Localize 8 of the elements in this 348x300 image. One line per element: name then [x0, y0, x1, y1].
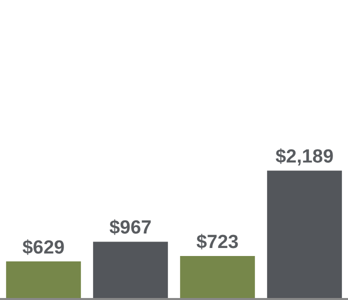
- bar: [6, 261, 81, 298]
- data-label: $2,189: [275, 146, 334, 168]
- bar: [267, 170, 342, 298]
- bar: [180, 256, 255, 298]
- bar: [93, 242, 168, 298]
- data-label: $723: [196, 232, 239, 253]
- data-label: $629: [22, 237, 65, 258]
- data-label: $967: [109, 218, 152, 239]
